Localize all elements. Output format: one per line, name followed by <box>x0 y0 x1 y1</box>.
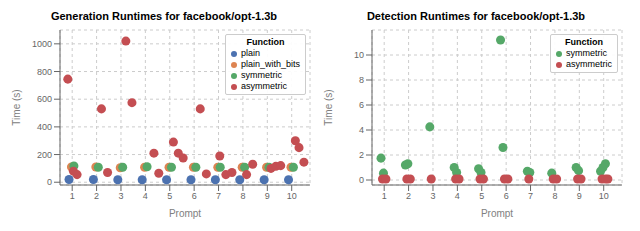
svg-text:10: 10 <box>599 191 609 201</box>
svg-text:7: 7 <box>528 191 533 201</box>
svg-text:5: 5 <box>479 191 484 201</box>
html-text:plain_with_bits: plain_with_bits <box>241 59 300 69</box>
svg-text:2: 2 <box>94 191 99 201</box>
svg-text:Prompt: Prompt <box>169 208 201 219</box>
svg-text:0: 0 <box>47 177 52 187</box>
svg-text:4: 4 <box>143 191 148 201</box>
svg-text:600: 600 <box>37 94 52 104</box>
svg-text:400: 400 <box>37 122 52 132</box>
svg-text:Time (s): Time (s) <box>323 89 334 125</box>
html-text:Function: Function <box>246 37 285 47</box>
html-text:Generation Runtimes for facebo: Generation Runtimes for facebook/opt-1.3… <box>50 10 278 22</box>
svg-text:10: 10 <box>354 50 364 60</box>
svg-text:8: 8 <box>240 191 245 201</box>
svg-text:6: 6 <box>359 100 364 110</box>
svg-text:6: 6 <box>192 191 197 201</box>
svg-text:1: 1 <box>70 191 75 201</box>
svg-text:1000: 1000 <box>32 39 52 49</box>
svg-text:2: 2 <box>406 191 411 201</box>
svg-text:10: 10 <box>287 191 297 201</box>
html-text:Detection Runtimes for faceboo: Detection Runtimes for facebook/opt-1.3b <box>366 10 586 22</box>
svg-text:4: 4 <box>455 191 460 201</box>
svg-text:1: 1 <box>382 191 387 201</box>
svg-text:Time (s): Time (s) <box>11 89 22 125</box>
html-text:asymmetric: asymmetric <box>566 59 612 69</box>
svg-text:8: 8 <box>359 75 364 85</box>
svg-text:4: 4 <box>359 125 364 135</box>
svg-text:5: 5 <box>167 191 172 201</box>
svg-text:3: 3 <box>118 191 123 201</box>
svg-text:0: 0 <box>359 175 364 185</box>
svg-text:800: 800 <box>37 67 52 77</box>
html-text:symmetric: symmetric <box>566 48 607 58</box>
html-text:symmetric: symmetric <box>241 70 282 80</box>
svg-text:200: 200 <box>37 150 52 160</box>
svg-text:2: 2 <box>359 150 364 160</box>
html-text:asymmetric: asymmetric <box>241 81 287 91</box>
html-text:Function: Function <box>565 37 603 47</box>
svg-text:8: 8 <box>552 191 557 201</box>
svg-text:Prompt: Prompt <box>481 208 513 219</box>
svg-text:6: 6 <box>504 191 509 201</box>
svg-text:9: 9 <box>265 191 270 201</box>
svg-text:7: 7 <box>216 191 221 201</box>
html-text:plain: plain <box>241 48 260 58</box>
svg-text:3: 3 <box>430 191 435 201</box>
svg-text:9: 9 <box>577 191 582 201</box>
